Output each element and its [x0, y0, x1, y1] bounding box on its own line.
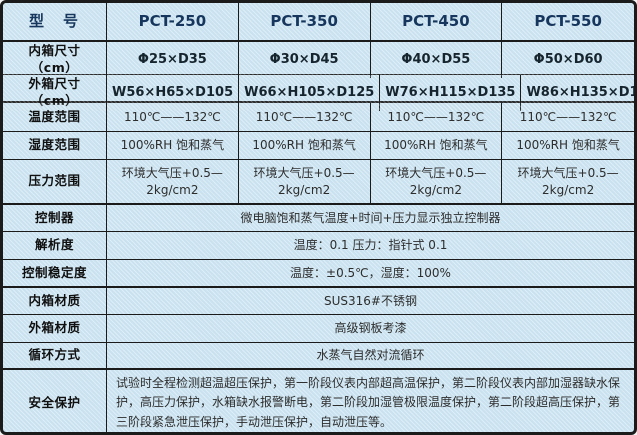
spec-row: 内箱尺寸（cm） Φ25×D35 Φ30×D45 Φ40×D55 Φ50×D60 [3, 42, 634, 78]
spec-value-cell: 环境大气压+0.5—2kg/cm2 [502, 160, 634, 203]
model-column-header: PCT-450 [370, 3, 503, 40]
spec-row: 内箱材质 SUS316#不锈钢 [3, 288, 634, 315]
spec-value-cell: 110℃——132℃ [502, 103, 634, 131]
spec-value-cell: W66×H105×D125 [239, 75, 381, 111]
spec-value-cell: 环境大气压+0.5—2kg/cm2 [238, 160, 371, 203]
spec-value-cell: 环境大气压+0.5—2kg/cm2 [370, 160, 503, 203]
spec-row: 解析度 温度：0.1 压力：指针式 0.1 [3, 232, 634, 260]
spec-row-label: 内箱材质 [3, 288, 107, 314]
spec-value-cell: 100%RH 饱和蒸气 [238, 132, 371, 159]
spec-row-label: 循环方式 [3, 343, 107, 368]
merged-value-cell: 温度：±0.5℃，湿度：100% [107, 260, 634, 286]
spec-row-label: 湿度范围 [3, 132, 107, 159]
merged-value-cell: 微电脑饱和蒸气温度+时间+压力显示独立控制器 [107, 205, 634, 231]
spec-row: 外箱材质 高级钢板考漆 [3, 315, 634, 343]
spec-row: 控制器 微电脑饱和蒸气温度+时间+压力显示独立控制器 [3, 205, 634, 232]
spec-row: 外箱尺寸（cm） W56×H65×D105 W66×H105×D125 W76×H11… [3, 75, 634, 111]
table-header-row: 型 号 PCT-250 PCT-350 PCT-450 PCT-550 [3, 3, 634, 42]
spec-value-cell: W86×H135×D145 [521, 75, 634, 111]
spec-value-cell: 110℃——132℃ [238, 103, 371, 131]
spec-row-label: 解析度 [3, 232, 107, 259]
merged-value-cell: 水蒸气自然对流循环 [107, 343, 634, 368]
spec-row: 控制稳定度 温度：±0.5℃，湿度：100% [3, 260, 634, 288]
spec-value-cell: 100%RH 饱和蒸气 [370, 132, 503, 159]
spec-row-label: 温度范围 [3, 103, 107, 131]
spec-value-cell: 110℃——132℃ [107, 103, 239, 131]
merged-value-cell: 试验时全程检测超温超压保护，第一阶段仪表内部超高温保护，第二阶段仪表内部加湿器缺… [107, 370, 634, 432]
spec-row-label: 控制稳定度 [3, 260, 107, 286]
spec-value-cell: 100%RH 饱和蒸气 [502, 132, 634, 159]
spec-row-label: 控制器 [3, 205, 107, 231]
spec-row: 压力范围 环境大气压+0.5—2kg/cm2 环境大气压+0.5—2kg/cm2 环境… [3, 160, 634, 205]
spec-row: 循环方式 水蒸气自然对流循环 [3, 343, 634, 370]
spec-value-cell: Φ30×D45 [238, 42, 371, 78]
merged-value-cell: 温度：0.1 压力：指针式 0.1 [107, 232, 634, 259]
spec-value-cell: Φ40×D55 [370, 42, 503, 78]
spec-row-label: 内箱尺寸（cm） [3, 42, 107, 78]
spec-row-label: 外箱尺寸（cm） [3, 75, 107, 111]
merged-value-cell: 高级钢板考漆 [107, 315, 634, 342]
spec-value-cell: 100%RH 饱和蒸气 [107, 132, 239, 159]
spec-row-label: 压力范围 [3, 160, 107, 203]
spec-row: 湿度范围 100%RH 饱和蒸气 100%RH 饱和蒸气 100%RH 饱和蒸气 100… [3, 132, 634, 160]
spec-row-label: 安全保护 [3, 370, 107, 432]
spec-value-cell: W56×H65×D105 [107, 75, 240, 111]
spec-row: 温度范围 110℃——132℃ 110℃——132℃ 110℃——132℃ 110℃——… [3, 103, 634, 132]
merged-value-cell: SUS316#不锈钢 [107, 288, 634, 314]
spec-value-cell: 环境大气压+0.5—2kg/cm2 [107, 160, 239, 203]
spec-row-label: 外箱材质 [3, 315, 107, 342]
model-column-header: PCT-250 [107, 3, 239, 40]
spec-value-cell: Φ25×D35 [107, 42, 239, 78]
model-column-header: PCT-550 [502, 3, 634, 40]
spec-value-cell: Φ50×D60 [502, 42, 634, 78]
model-header-label: 型 号 [3, 3, 107, 40]
spec-value-cell: W76×H115×D135 [380, 75, 522, 111]
spec-value-cell: 110℃——132℃ [370, 103, 503, 131]
model-column-header: PCT-350 [238, 3, 371, 40]
spec-row: 安全保护 试验时全程检测超温超压保护，第一阶段仪表内部超高温保护，第二阶段仪表内部… [3, 370, 634, 432]
